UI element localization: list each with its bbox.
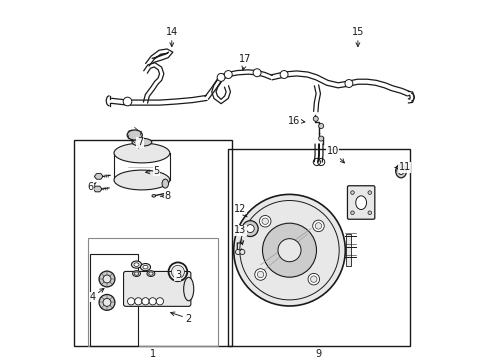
Circle shape [254, 269, 266, 280]
Circle shape [318, 136, 323, 141]
Circle shape [262, 223, 316, 277]
Text: 6: 6 [87, 182, 96, 192]
Circle shape [310, 276, 316, 282]
Ellipse shape [132, 138, 151, 146]
Text: 3: 3 [175, 270, 181, 282]
Ellipse shape [127, 130, 142, 140]
Text: 15: 15 [351, 27, 364, 46]
Text: 1: 1 [149, 348, 156, 359]
Ellipse shape [134, 272, 139, 275]
Circle shape [367, 191, 371, 194]
Circle shape [312, 220, 324, 231]
Ellipse shape [131, 261, 141, 268]
Circle shape [233, 194, 345, 306]
Circle shape [318, 123, 323, 129]
Text: 16: 16 [287, 116, 304, 126]
Bar [73, 140, 231, 346]
Text: 10: 10 [326, 146, 344, 163]
Text: 14: 14 [165, 27, 178, 46]
Text: 17: 17 [239, 54, 251, 70]
Ellipse shape [132, 271, 140, 276]
Circle shape [242, 221, 258, 237]
Text: 12: 12 [234, 204, 246, 217]
Ellipse shape [134, 263, 139, 266]
Ellipse shape [146, 271, 155, 276]
Circle shape [123, 97, 132, 106]
Ellipse shape [114, 143, 169, 163]
Circle shape [134, 298, 142, 305]
Text: 4: 4 [89, 288, 104, 302]
Bar [228, 149, 409, 346]
Circle shape [103, 275, 111, 283]
Polygon shape [93, 186, 102, 192]
Circle shape [171, 265, 184, 278]
Circle shape [262, 218, 268, 225]
Circle shape [367, 211, 371, 215]
Ellipse shape [395, 164, 406, 178]
Circle shape [246, 225, 254, 233]
Ellipse shape [183, 277, 193, 301]
Ellipse shape [142, 265, 148, 269]
Circle shape [344, 80, 352, 87]
Circle shape [307, 273, 319, 285]
Circle shape [99, 271, 115, 287]
Circle shape [257, 271, 263, 278]
Circle shape [315, 222, 321, 229]
Text: 13: 13 [234, 225, 246, 245]
Ellipse shape [398, 167, 403, 175]
Circle shape [149, 298, 156, 305]
Circle shape [127, 298, 134, 305]
FancyBboxPatch shape [347, 186, 374, 219]
Text: 2: 2 [170, 312, 191, 324]
Bar [89, 254, 138, 346]
Circle shape [99, 294, 115, 310]
Ellipse shape [140, 264, 150, 271]
Circle shape [350, 191, 354, 194]
Circle shape [280, 71, 287, 78]
Ellipse shape [148, 272, 153, 275]
Text: 11: 11 [394, 162, 410, 172]
FancyBboxPatch shape [123, 271, 190, 306]
Circle shape [217, 73, 224, 81]
Circle shape [224, 71, 232, 78]
Circle shape [253, 69, 261, 77]
Circle shape [259, 216, 270, 227]
Circle shape [142, 298, 149, 305]
Circle shape [350, 211, 354, 215]
Text: 5: 5 [145, 166, 159, 176]
Ellipse shape [114, 170, 169, 190]
Ellipse shape [162, 179, 168, 188]
Text: 9: 9 [315, 348, 321, 359]
Circle shape [156, 298, 163, 305]
Circle shape [239, 201, 339, 300]
Bar [88, 238, 217, 346]
Ellipse shape [152, 194, 155, 197]
Circle shape [103, 298, 111, 306]
Circle shape [277, 239, 301, 262]
Text: 7: 7 [137, 137, 143, 148]
Circle shape [235, 249, 240, 255]
Bar [346, 234, 350, 266]
Polygon shape [94, 174, 103, 179]
Circle shape [313, 116, 318, 121]
Ellipse shape [355, 196, 366, 210]
Circle shape [239, 249, 244, 255]
Text: 8: 8 [161, 191, 170, 201]
